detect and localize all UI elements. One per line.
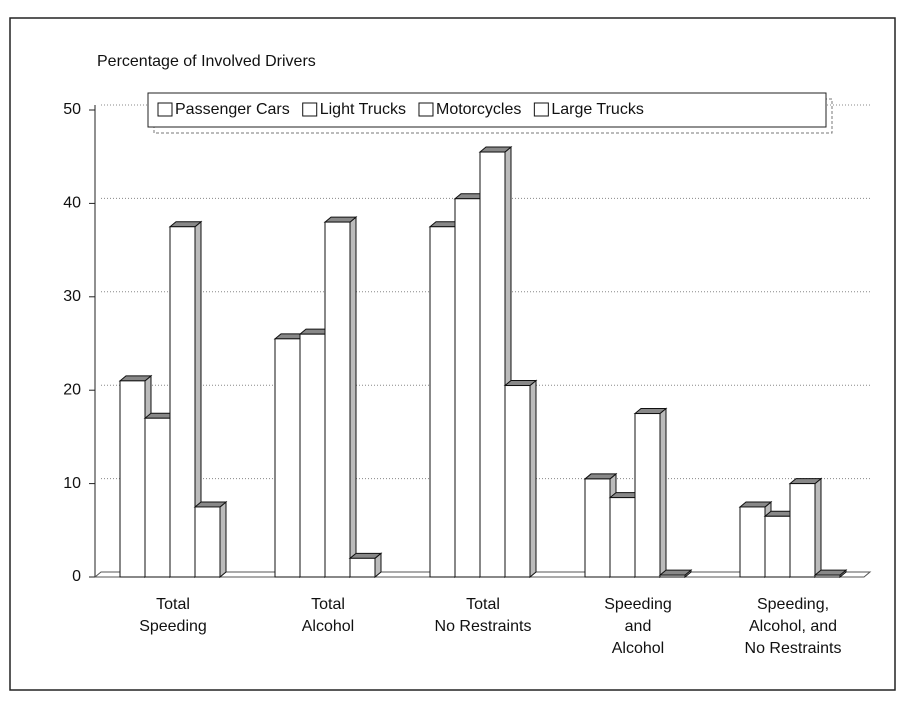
bar-side — [814, 477, 822, 579]
x-tick-label-line: Alcohol — [302, 618, 354, 635]
x-tick-label-line: Speeding — [604, 596, 672, 613]
x-tick-label-line: and — [625, 618, 652, 635]
x-tick-label-line: Alcohol — [612, 640, 664, 657]
bar — [144, 417, 171, 578]
x-tick-label: Total No Restraints — [435, 596, 532, 635]
bar-top — [118, 375, 153, 382]
legend-label: Large Trucks — [551, 101, 643, 118]
x-tick-label: Total Alcohol — [302, 596, 354, 635]
bar — [739, 506, 766, 578]
bar — [764, 515, 791, 578]
bar-top — [503, 380, 538, 387]
bar-side — [219, 500, 227, 579]
bar — [634, 413, 661, 578]
x-tick-label-line: Total — [311, 596, 345, 613]
legend — [147, 92, 827, 128]
y-tick-label: 50 — [63, 101, 81, 118]
bar — [169, 226, 196, 578]
legend-swatch — [418, 102, 434, 117]
x-tick-label-line: No Restraints — [435, 618, 532, 635]
y-tick-label: 10 — [63, 475, 81, 492]
bar — [584, 478, 611, 578]
bar — [429, 226, 456, 578]
bar-top — [478, 146, 513, 153]
bar-top — [813, 569, 848, 576]
y-tick-label: 30 — [63, 288, 81, 305]
bar-top — [168, 221, 203, 228]
y-tick-label: 0 — [72, 568, 81, 585]
legend-swatch — [533, 102, 549, 117]
legend-swatch — [157, 102, 173, 117]
bar — [274, 338, 301, 578]
bar-top — [658, 569, 693, 576]
bar-top — [583, 473, 618, 480]
y-axis-label: Percentage of Involved Drivers — [97, 53, 316, 70]
bar — [504, 385, 531, 578]
bar-top — [323, 216, 358, 223]
x-tick-label-line: No Restraints — [745, 640, 842, 657]
legend-label: Motorcycles — [436, 101, 521, 118]
bar — [609, 497, 636, 578]
bar — [194, 506, 221, 578]
x-tick-label-line: Speeding, — [757, 596, 829, 613]
x-tick-label: Total Speeding — [139, 596, 207, 635]
bar — [659, 574, 686, 578]
bar-top — [738, 501, 773, 508]
bar — [349, 557, 376, 578]
x-tick-label: Speeding and Alcohol — [604, 596, 672, 657]
bar — [299, 333, 326, 578]
legend-swatch — [302, 102, 318, 117]
bar — [814, 574, 841, 578]
bar — [479, 151, 506, 578]
x-tick-label: Speeding, Alcohol, and No Restraints — [745, 596, 842, 657]
x-tick-label-line: Total — [156, 596, 190, 613]
bar-side — [529, 379, 537, 579]
frame — [9, 17, 896, 691]
y-tick-label: 20 — [63, 381, 81, 398]
bar-top — [348, 552, 383, 559]
bar — [324, 221, 351, 578]
legend-label: Passenger Cars — [175, 101, 290, 118]
bar-top — [633, 408, 668, 415]
x-tick-label-line: Speeding — [139, 618, 207, 635]
bar-top — [788, 478, 823, 485]
bar-side — [349, 216, 357, 579]
bar — [789, 483, 816, 578]
bar-top — [193, 501, 228, 508]
bar — [454, 198, 481, 578]
y-tick-label: 40 — [63, 195, 81, 212]
bar-side — [659, 407, 667, 579]
x-tick-label-line: Total — [466, 596, 500, 613]
x-tick-label-line: Alcohol, and — [749, 618, 837, 635]
bar — [119, 380, 146, 578]
legend-label: Light Trucks — [320, 101, 406, 118]
